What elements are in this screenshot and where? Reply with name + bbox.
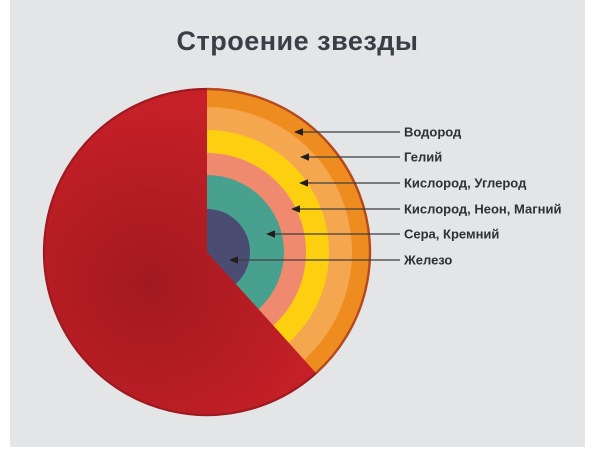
arrowhead-oxygen-neon-magnesium-icon xyxy=(291,205,300,213)
star-envelope-wedge xyxy=(43,89,317,415)
layer-label-oxygen-carbon: Кислород, Углерод xyxy=(404,175,527,191)
layer-label-iron: Железо xyxy=(404,252,453,268)
leader-lines xyxy=(236,131,400,261)
layer-label-hydrogen: Водород xyxy=(404,124,462,140)
arrowhead-iron-icon xyxy=(229,256,238,264)
layer-label-helium: Гелий xyxy=(404,149,443,165)
diagram-title: Строение звезды xyxy=(176,26,419,56)
rim-envelope-arc xyxy=(42,87,317,417)
arrowhead-sulfur-silicon-icon xyxy=(266,230,275,238)
arrowhead-hydrogen-icon xyxy=(294,128,303,136)
arrowhead-helium-icon xyxy=(300,153,309,161)
rim-cutaway-arc xyxy=(206,87,372,374)
leader-arrowheads xyxy=(229,128,309,264)
layer-label-oxygen-neon-magnesium: Кислород, Неон, Магний xyxy=(404,201,562,217)
arrowhead-oxygen-carbon-icon xyxy=(299,179,308,187)
layer-label-sulfur-silicon: Сера, Кремний xyxy=(404,226,500,242)
